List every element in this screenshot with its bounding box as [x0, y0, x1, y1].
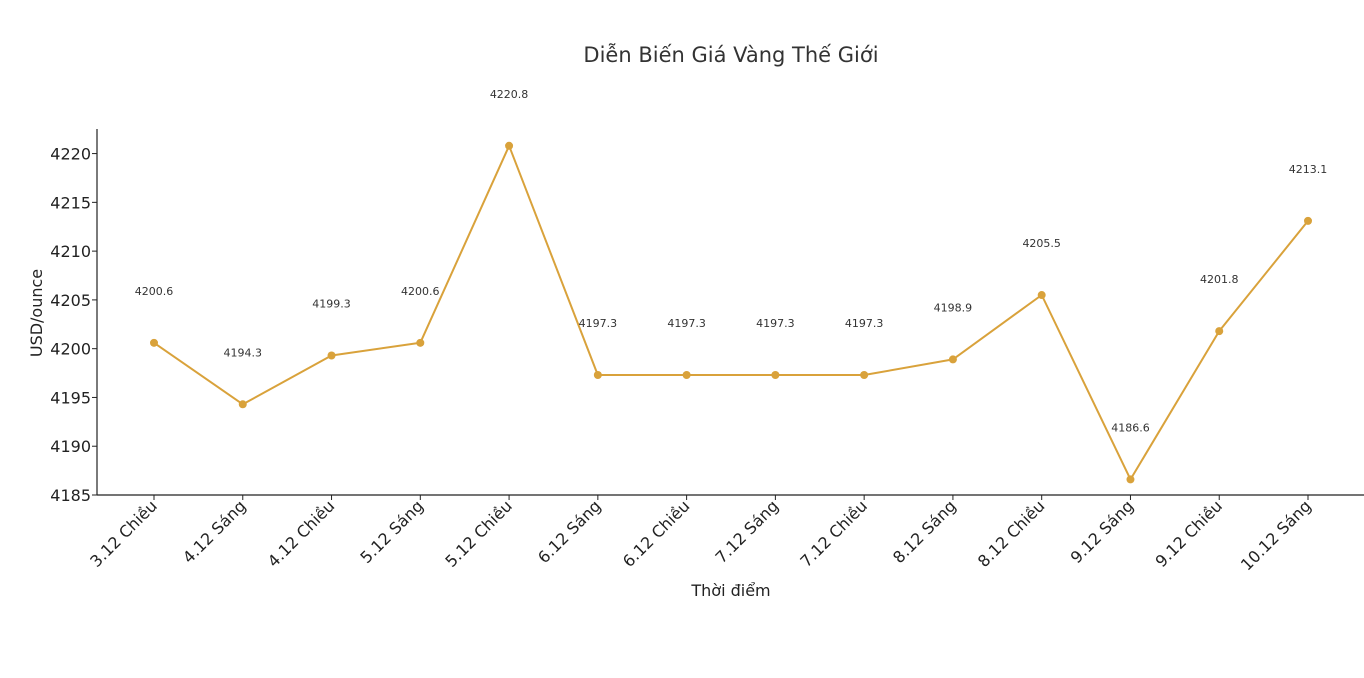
x-tick-label: 6.12 Sáng [534, 496, 605, 567]
x-tick-label: 8.12 Sáng [889, 496, 960, 567]
data-point [1215, 327, 1224, 336]
data-label: 4200.6 [401, 285, 440, 298]
data-point [860, 371, 869, 380]
data-point [948, 355, 957, 364]
x-ticks: 3.12 Chiều 4.12 Sáng 4.12 Chiều 5.12 Sáng 5.… [86, 495, 1315, 574]
data-points [150, 141, 1312, 484]
data-point [1304, 216, 1312, 225]
data-label: 4197.3 [667, 317, 706, 330]
data-point [416, 338, 425, 347]
data-label: 4197.3 [845, 317, 884, 330]
x-tick-label: 9.12 Chiều [1151, 496, 1226, 571]
x-tick-label: 9.12 Sáng [1067, 496, 1138, 567]
y-ticks: 4185 4190 4195 4200 4205 4210 4215 4220 [50, 145, 97, 505]
data-label: 4205.5 [1022, 237, 1061, 250]
data-point [771, 371, 780, 380]
x-tick-label: 8.12 Chiều [974, 496, 1049, 571]
data-label: 4197.3 [756, 317, 795, 330]
data-point [682, 371, 691, 380]
data-point [1037, 291, 1046, 300]
x-axis-label: Thời điểm [690, 581, 770, 600]
y-tick-label: 4205 [50, 291, 91, 310]
data-point [150, 338, 158, 347]
data-point [327, 351, 336, 360]
y-tick-label: 4185 [50, 486, 91, 505]
x-tick-label: 4.12 Chiều [264, 496, 339, 571]
series-gold-price [153, 144, 1309, 481]
y-tick-label: 4210 [50, 242, 91, 261]
data-label: 4220.8 [490, 88, 529, 101]
y-tick-label: 4200 [50, 340, 91, 359]
x-tick-label: 7.12 Sáng [712, 496, 783, 567]
y-tick-label: 4215 [50, 193, 91, 212]
data-label: 4201.8 [1200, 273, 1239, 286]
y-tick-label: 4220 [50, 145, 91, 164]
data-label: 4197.3 [579, 317, 618, 330]
data-label: 4213.1 [1289, 163, 1328, 176]
series-line [153, 144, 1309, 481]
data-point [1126, 475, 1135, 484]
x-tick-label: 7.12 Chiều [796, 496, 871, 571]
data-point [593, 371, 602, 380]
x-tick-label: 6.12 Chiều [619, 496, 694, 571]
data-label: 4199.3 [312, 298, 351, 311]
data-label: 4194.3 [224, 346, 263, 359]
x-tick-label: 4.12 Sáng [179, 496, 250, 567]
x-tick-label: 5.12 Chiều [441, 496, 516, 571]
x-tick-label: 10.12 Sáng [1237, 496, 1315, 574]
data-label: 4198.9 [934, 301, 973, 314]
data-point [238, 400, 247, 409]
x-tick-label: 5.12 Sáng [356, 496, 427, 567]
y-tick-label: 4195 [50, 388, 91, 407]
data-label: 4186.6 [1111, 421, 1150, 434]
y-tick-label: 4190 [50, 437, 91, 456]
data-label: 4200.6 [135, 285, 174, 298]
data-labels: 4200.6 4194.3 4199.3 4200.6 4220.8 4197.3 4197… [135, 88, 1328, 435]
y-axis-label: USD/ounce [27, 269, 46, 357]
x-tick-label: 3.12 Chiều [86, 496, 161, 571]
data-point [505, 141, 514, 150]
chart-title: Diễn Biến Giá Vàng Thế Giới [583, 42, 878, 67]
